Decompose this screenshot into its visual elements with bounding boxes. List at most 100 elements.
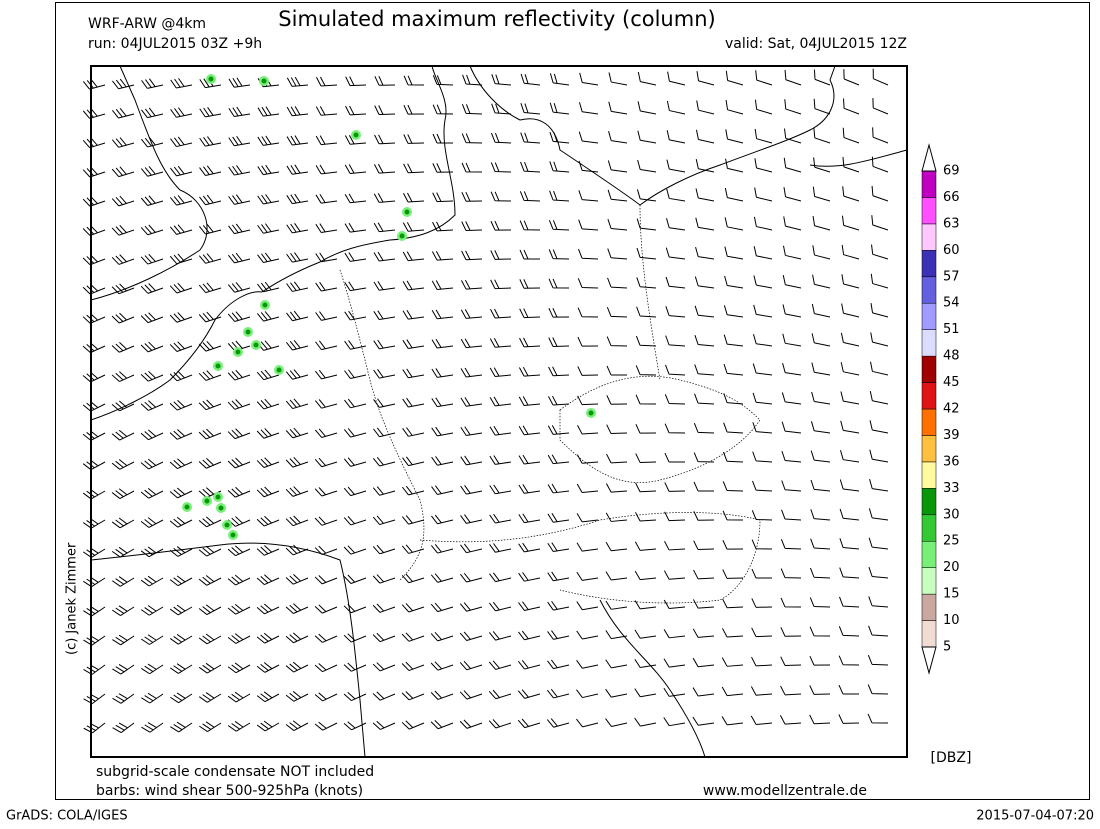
wind-barb: [605, 718, 628, 727]
wind-barb: [140, 253, 164, 265]
wind-barb: [810, 509, 831, 521]
wind-barb: [431, 426, 454, 437]
wind-barb: [169, 604, 193, 616]
wind-barb: [374, 76, 396, 86]
wind-barb: [781, 450, 802, 463]
colorbar-swatch: [921, 408, 937, 436]
wind-barb: [576, 571, 599, 581]
colorbar-swatch: [921, 567, 937, 595]
wind-barb: [752, 422, 773, 434]
wind-barb: [228, 194, 251, 205]
wind-barb: [460, 367, 483, 378]
wind-barb: [547, 542, 570, 553]
wind-barb: [722, 628, 744, 638]
wind-barb: [752, 480, 773, 492]
wind-barb: [343, 545, 367, 555]
wind-barb: [257, 194, 280, 205]
wind-barb: [315, 340, 338, 351]
wind-barb: [112, 693, 135, 704]
wind-barb: [140, 195, 164, 206]
storm-cell-core: [208, 76, 214, 82]
wind-barb: [82, 79, 106, 90]
wind-barb: [228, 77, 251, 88]
wind-barb: [285, 691, 309, 702]
colorbar-label: 20: [943, 560, 960, 575]
wind-barb: [605, 688, 628, 698]
wind-barb: [170, 692, 193, 704]
wind-barb: [83, 664, 106, 675]
wind-barb: [82, 254, 106, 266]
wind-barb: [490, 162, 512, 173]
wind-barb: [694, 364, 715, 376]
wind-barb: [372, 662, 396, 672]
wind-barb: [344, 193, 367, 204]
wind-barb: [227, 428, 251, 440]
colorbar-label: 25: [943, 534, 960, 549]
wind-barb: [372, 632, 396, 643]
wind-barb: [286, 310, 309, 322]
wind-barb: [752, 392, 773, 405]
wind-barb: [520, 132, 541, 144]
wind-barb: [489, 396, 512, 407]
wind-barb: [605, 512, 628, 522]
wind-barb: [344, 134, 367, 145]
wind-barb: [751, 627, 773, 638]
wind-barb: [838, 655, 860, 666]
wind-barb: [636, 218, 657, 231]
wind-barb: [401, 720, 425, 730]
wind-barb: [518, 630, 541, 641]
wind-barb: [841, 215, 860, 231]
wind-barb: [607, 248, 628, 260]
wind-barb: [872, 98, 889, 115]
colorbar-label: 15: [943, 587, 960, 602]
wind-barb: [460, 543, 483, 554]
wind-barb: [667, 71, 686, 86]
wind-barb: [373, 193, 396, 203]
wind-barb: [372, 486, 396, 496]
wind-barb: [725, 70, 744, 86]
wind-barb: [140, 488, 164, 499]
wind-barb: [401, 691, 425, 701]
wind-barb: [373, 398, 396, 408]
wind-barb: [403, 104, 425, 115]
wind-barb: [257, 252, 280, 264]
wind-barb: [692, 716, 715, 726]
wind-barb: [665, 306, 686, 318]
wind-barb: [576, 689, 599, 699]
wind-barb: [547, 425, 570, 435]
wind-barb: [869, 449, 889, 463]
wind-barb: [169, 575, 193, 587]
wind-barb: [694, 334, 715, 347]
wind-barb: [753, 246, 773, 260]
wind-barb: [111, 517, 135, 529]
wind-barb: [664, 482, 686, 492]
wind-barb: [637, 130, 657, 144]
wind-barb: [751, 656, 773, 667]
wind-barb: [839, 596, 860, 608]
wind-barb: [256, 369, 280, 381]
wind-barb: [782, 333, 802, 347]
wind-barb: [868, 625, 889, 637]
wind-barb: [461, 191, 483, 202]
wind-barb: [345, 105, 367, 116]
wind-barb: [518, 542, 541, 553]
wind-barb: [809, 626, 831, 637]
wind-barb: [198, 370, 222, 381]
wind-barb: [636, 189, 657, 202]
wind-barb: [82, 313, 106, 324]
wind-barb: [343, 574, 367, 584]
wind-barb: [783, 245, 802, 260]
wind-barb: [780, 539, 802, 550]
wind-barb: [725, 129, 744, 144]
wind-barb: [460, 514, 483, 524]
wind-barb: [286, 252, 309, 263]
wind-barb: [170, 165, 193, 177]
wind-barb: [578, 131, 599, 144]
wind-barb: [169, 253, 193, 265]
wind-barb: [663, 717, 686, 727]
wind-barb: [402, 222, 425, 232]
wind-barb: [607, 219, 628, 231]
wind-barb: [751, 568, 773, 579]
wind-barb: [578, 190, 599, 202]
wind-barb: [111, 459, 135, 470]
